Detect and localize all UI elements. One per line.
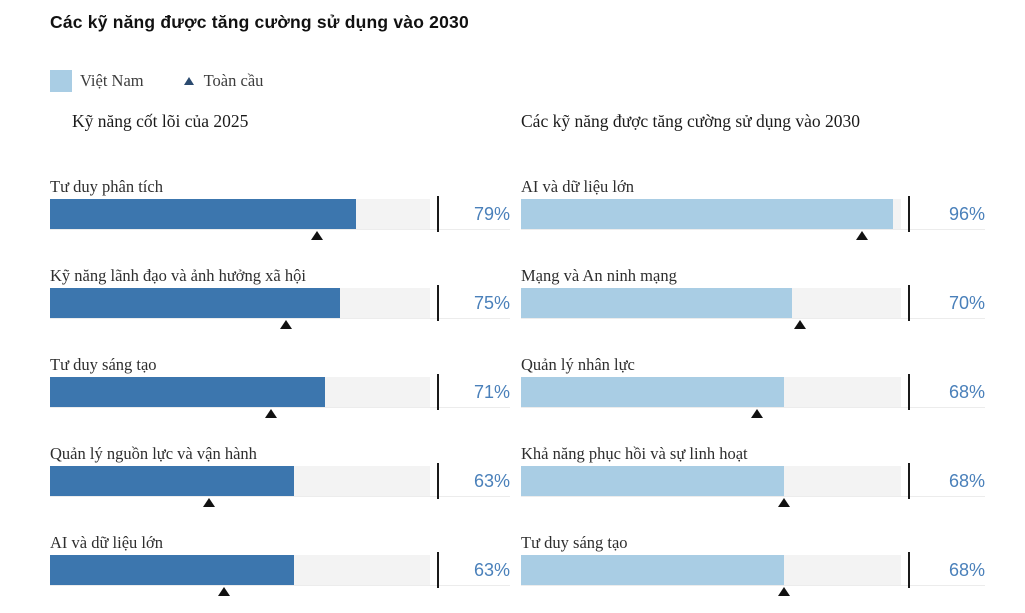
hundred-percent-tick [437,196,439,232]
skill-label: AI và dữ liệu lớn [50,533,163,552]
vietnam-value-label: 75% [473,293,510,313]
legend: Việt Nam Toàn cầu [50,70,263,92]
skill-label: Tư duy sáng tạo [50,355,157,374]
vietnam-value-label: 63% [473,560,510,580]
panel-skills-2030-rows: AI và dữ liệu lớn 96% Mạng và An ninh mạng… [521,176,985,596]
skill-label: Mạng và An ninh mạng [521,266,677,285]
vietnam-bar [521,288,792,318]
panel-skills-2030: Các kỹ năng được tăng cường sử dụng vào … [521,108,985,613]
vietnam-bar [50,555,294,585]
skill-row: Tư duy sáng tạo 68% [521,532,985,596]
vietnam-bar [50,288,341,318]
vietnam-bar [521,555,785,585]
vietnam-bar [521,466,785,496]
vietnam-value-label: 79% [473,204,510,224]
skill-label: Quản lý nguồn lực và vận hành [50,444,257,463]
global-marker-triangle-icon [202,498,215,507]
vietnam-value-label: 63% [473,471,510,491]
hundred-percent-tick [908,196,910,232]
bar-track-wrap: 63% [50,463,510,507]
skill-label: AI và dữ liệu lớn [521,177,634,196]
vietnam-bar [521,377,785,407]
bar-track-wrap: 70% [521,285,985,329]
skill-label: Khả năng phục hồi và sự linh hoạt [521,444,748,463]
hundred-percent-tick [908,552,910,588]
bar-track-wrap: 63% [50,552,510,596]
skill-label: Tư duy sáng tạo [521,533,628,552]
bar-track-wrap: 68% [521,374,985,418]
global-marker-triangle-icon [855,231,868,240]
panel-core-skills-2025-header: Kỹ năng cốt lõi của 2025 [72,111,249,131]
hundred-percent-tick [437,463,439,499]
bar-track-wrap: 75% [50,285,510,329]
bar-track-wrap: 96% [521,196,985,240]
skill-row: Quản lý nguồn lực và vận hành 63% [50,443,510,507]
skill-row: Quản lý nhân lực 68% [521,354,985,418]
global-marker-triangle-icon [280,320,293,329]
vietnam-bar [50,377,325,407]
skill-row: Tư duy phân tích 79% [50,176,510,240]
hundred-percent-tick [437,374,439,410]
chart-title: Các kỹ năng được tăng cường sử dụng vào … [50,12,469,32]
global-legend-label: Toàn cầu [203,71,264,90]
skill-row: AI và dữ liệu lớn 96% [521,176,985,240]
global-marker-triangle-icon [778,498,791,507]
skill-row: AI và dữ liệu lớn 63% [50,532,510,596]
bar-track-wrap: 79% [50,196,510,240]
skill-label: Tư duy phân tích [50,177,163,196]
bar-track-wrap: 68% [521,463,985,507]
skill-label: Quản lý nhân lực [521,355,635,374]
hundred-percent-tick [437,552,439,588]
global-marker-triangle-icon [264,409,277,418]
vietnam-value-label: 71% [473,382,510,402]
global-marker-triangle-icon [751,409,764,418]
skill-row: Kỹ năng lãnh đạo và ảnh hưởng xã hội 75% [50,265,510,329]
global-marker-triangle-icon [778,587,791,596]
skill-row: Khả năng phục hồi và sự linh hoạt 68% [521,443,985,507]
panel-core-skills-2025-rows: Tư duy phân tích 79% Kỹ năng lãnh đạo và ả… [50,176,510,596]
vietnam-bar [50,466,294,496]
global-legend-triangle-icon [183,77,194,85]
skill-row: Tư duy sáng tạo 71% [50,354,510,418]
hundred-percent-tick [437,285,439,321]
vietnam-legend-swatch [50,70,72,92]
global-marker-triangle-icon [311,231,324,240]
hundred-percent-tick [908,463,910,499]
vietnam-value-label: 68% [948,560,985,580]
panel-core-skills-2025: Kỹ năng cốt lõi của 2025 Tư duy phân tíc… [50,108,510,613]
vietnam-bar [521,199,893,229]
vietnam-bar [50,199,356,229]
hundred-percent-tick [908,374,910,410]
global-marker-triangle-icon [218,587,231,596]
vietnam-value-label: 96% [948,204,985,224]
vietnam-value-label: 70% [948,293,985,313]
skill-row: Mạng và An ninh mạng 70% [521,265,985,329]
hundred-percent-tick [908,285,910,321]
vietnam-value-label: 68% [948,471,985,491]
skill-label: Kỹ năng lãnh đạo và ảnh hưởng xã hội [50,266,306,285]
bar-track-wrap: 71% [50,374,510,418]
bar-track-wrap: 68% [521,552,985,596]
vietnam-value-label: 68% [948,382,985,402]
vietnam-legend-label: Việt Nam [80,71,144,90]
global-marker-triangle-icon [793,320,806,329]
panel-skills-2030-header: Các kỹ năng được tăng cường sử dụng vào … [521,111,861,131]
